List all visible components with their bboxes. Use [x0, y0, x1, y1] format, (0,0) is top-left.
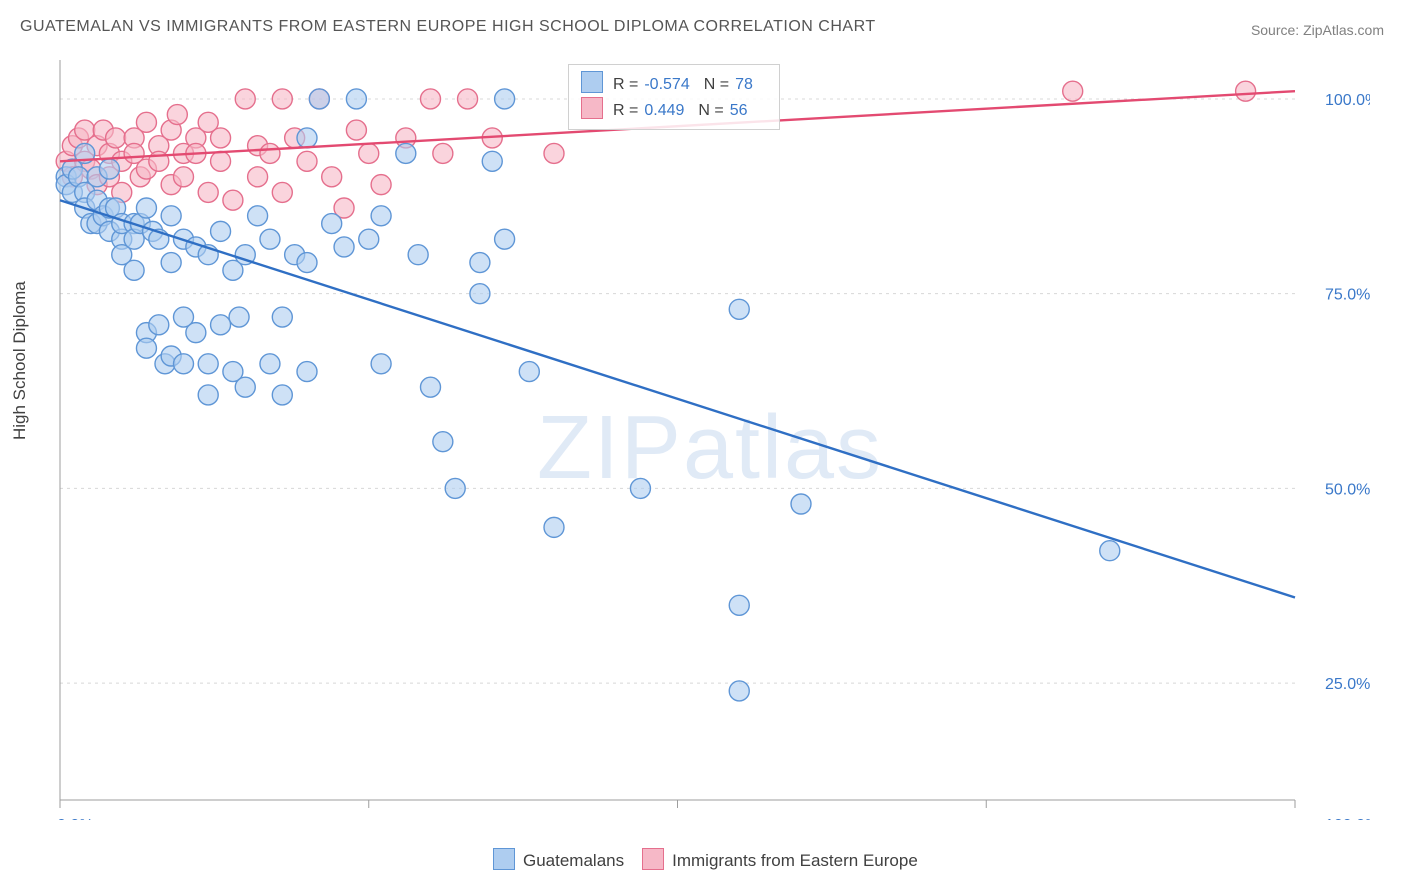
svg-text:50.0%: 50.0% [1325, 481, 1370, 498]
source-label: Source: ZipAtlas.com [1251, 22, 1384, 38]
chart-title: GUATEMALAN VS IMMIGRANTS FROM EASTERN EU… [20, 18, 876, 36]
series-legend: Guatemalans Immigrants from Eastern Europ… [475, 848, 918, 871]
stats-legend: R =-0.574N =78R =0.449N =56 [568, 64, 780, 130]
swatch-eastern-europe [642, 848, 664, 870]
legend-label: Guatemalans [523, 851, 624, 870]
svg-text:75.0%: 75.0% [1325, 287, 1370, 304]
scatter-chart: 25.0%50.0%75.0%100.0%ZIPatlas0.0%100.0% [50, 60, 1370, 820]
swatch-guatemalans [493, 848, 515, 870]
svg-text:25.0%: 25.0% [1325, 676, 1370, 693]
svg-text:100.0%: 100.0% [1325, 92, 1370, 109]
svg-text:0.0%: 0.0% [57, 817, 93, 820]
legend-row: R =-0.574N =78 [581, 71, 767, 97]
y-axis-label: High School Diploma [10, 281, 30, 440]
legend-row: R =0.449N =56 [581, 97, 767, 123]
svg-text:100.0%: 100.0% [1325, 817, 1370, 820]
legend-label: Immigrants from Eastern Europe [672, 851, 918, 870]
